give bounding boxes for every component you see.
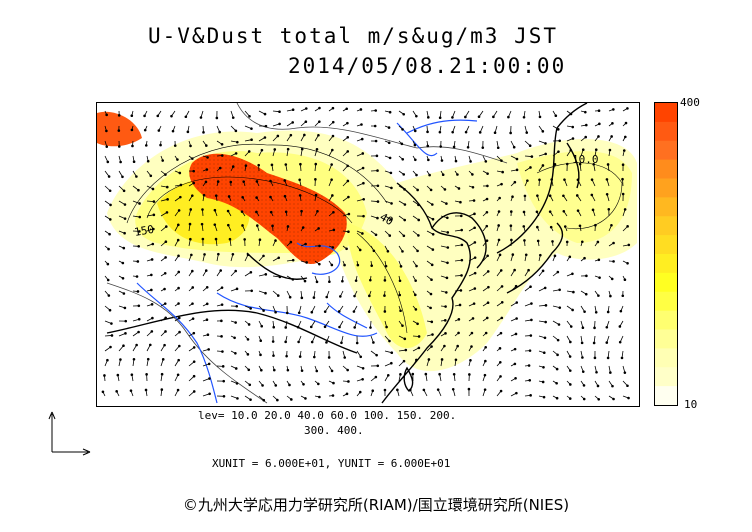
levels-line-1: lev= 10.0 20.0 40.0 60.0 100. 150. 200. bbox=[198, 409, 457, 422]
contour-label-10: 10.0 bbox=[572, 153, 599, 166]
dust-region-mid-east bbox=[347, 223, 427, 348]
contour-label-150: 150 bbox=[133, 223, 155, 239]
units-text: XUNIT = 6.000E+01, YUNIT = 6.000E+01 bbox=[212, 457, 451, 470]
dust-core-northwest bbox=[97, 111, 142, 147]
dust-map: 150 40 10.0 bbox=[96, 102, 640, 407]
colorbar bbox=[654, 102, 678, 406]
colorbar-max-label: 400 bbox=[680, 96, 700, 109]
colorbar-cell bbox=[655, 121, 677, 142]
chart-timestamp: 2014/05/08.21:00:00 bbox=[288, 54, 567, 78]
wind-vectors bbox=[101, 106, 631, 402]
colorbar-cell bbox=[655, 178, 677, 198]
colorbar-cell bbox=[655, 103, 677, 123]
contour-lines bbox=[126, 143, 623, 334]
coastlines bbox=[106, 103, 588, 404]
colorbar-cell bbox=[655, 367, 677, 387]
axis-reference-icon bbox=[48, 411, 91, 456]
colorbar-cell bbox=[655, 291, 677, 312]
colorbar-cell bbox=[655, 254, 677, 274]
colorbar-cell bbox=[655, 159, 677, 179]
colorbar-cell bbox=[655, 235, 677, 255]
colorbar-cell bbox=[655, 386, 677, 405]
colorbar-cell bbox=[655, 348, 677, 368]
levels-line-2: 300. 400. bbox=[304, 424, 364, 437]
copyright-notice: ©九州大学応用力学研究所(RIAM)/国立環境研究所(NIES) bbox=[182, 496, 570, 514]
dust-region-japan-sea bbox=[517, 151, 632, 243]
colorbar-cell bbox=[655, 216, 677, 236]
dust-core-stipple bbox=[189, 153, 347, 264]
colorbar-min-label: 10 bbox=[684, 398, 698, 411]
colorbar-cell bbox=[655, 329, 677, 349]
colorbar-cell bbox=[655, 140, 677, 161]
chart-title: U-V&Dust total m/s&ug/m3 JST bbox=[148, 24, 559, 48]
colorbar-cell bbox=[655, 197, 677, 217]
borders bbox=[106, 103, 508, 404]
colorbar-cell bbox=[655, 272, 677, 293]
colorbar-cell bbox=[655, 310, 677, 330]
contour-label-40: 40 bbox=[378, 210, 396, 228]
